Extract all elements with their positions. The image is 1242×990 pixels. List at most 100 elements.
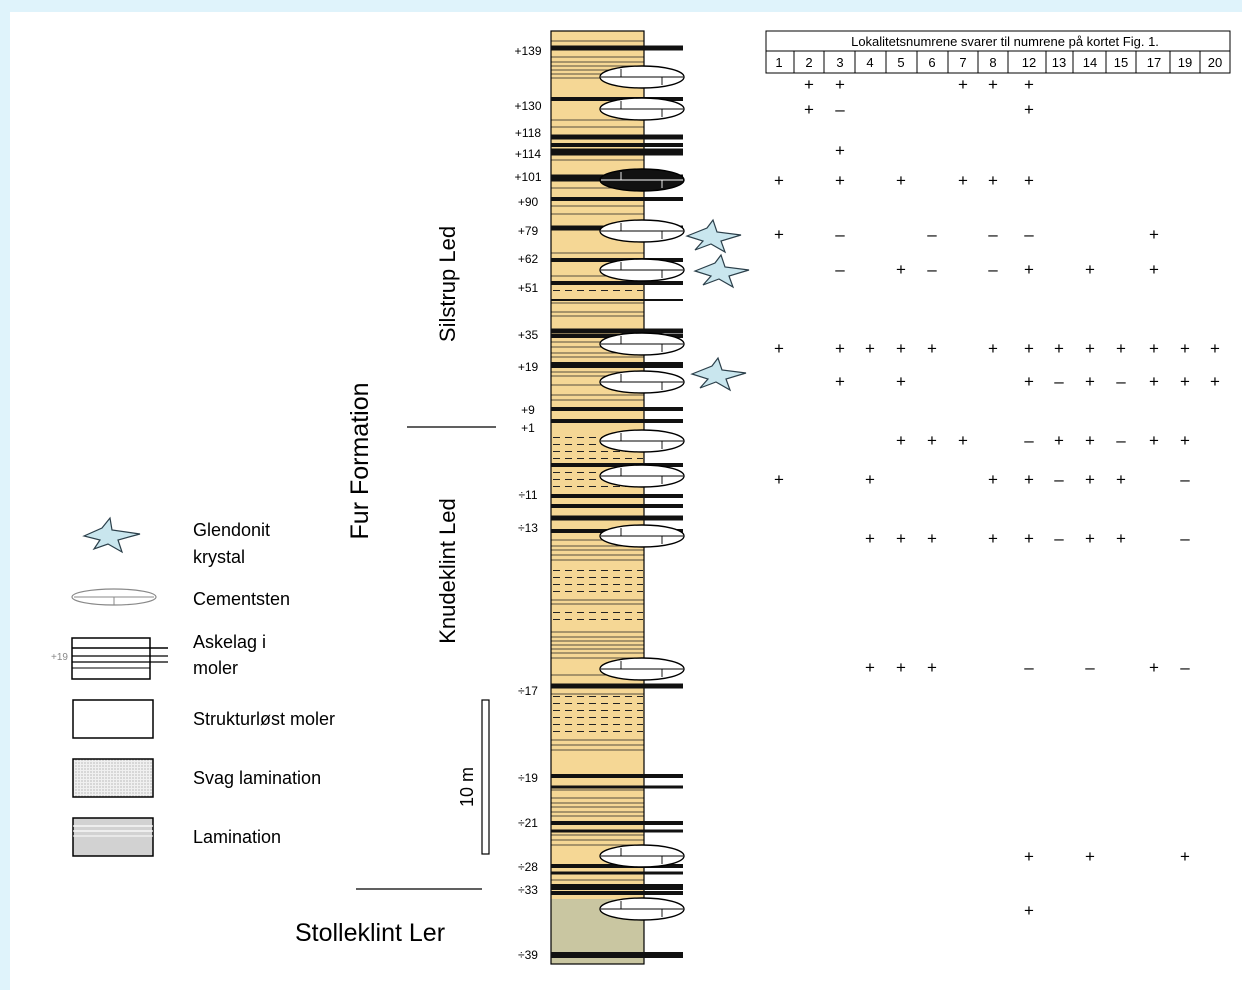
ash-layer-bar	[551, 407, 683, 411]
present-mark: +	[774, 339, 784, 358]
locality-number: 2	[805, 55, 812, 70]
concretion	[599, 897, 685, 921]
ash-layer-bar	[551, 891, 683, 895]
ash-layer-label: +101	[514, 170, 541, 184]
present-mark: +	[958, 431, 968, 450]
legend-lamination-label: Lamination	[193, 827, 281, 847]
present-mark: +	[1054, 339, 1064, 358]
ash-layer-label: ÷13	[518, 521, 538, 535]
ash-layer-bar	[551, 683, 683, 689]
absent-mark: –	[1054, 372, 1064, 391]
present-mark: +	[804, 75, 814, 94]
absent-mark: –	[1024, 431, 1034, 450]
ash-layer-label: +114	[515, 147, 541, 161]
ash-layer-label: +62	[518, 252, 539, 266]
locality-number: 6	[928, 55, 935, 70]
ash-layer-label: +19	[518, 360, 539, 374]
ash-layer-bar	[551, 884, 683, 890]
locality-number: 17	[1147, 55, 1161, 70]
ash-layer-bar	[551, 952, 683, 958]
lamination-swatch	[72, 817, 154, 857]
absent-mark: –	[927, 225, 937, 244]
absent-mark: –	[927, 260, 937, 279]
svag-lamination-swatch	[72, 758, 154, 798]
concretion	[599, 97, 685, 121]
legend-cementsten-label: Cementsten	[193, 589, 290, 609]
ash-layer-bar	[551, 864, 683, 868]
present-mark: +	[1149, 339, 1159, 358]
present-mark: +	[1149, 260, 1159, 279]
absent-mark: –	[1054, 529, 1064, 548]
present-mark: +	[896, 529, 906, 548]
present-mark: +	[1085, 529, 1095, 548]
absent-mark: –	[1054, 470, 1064, 489]
dashed-zone	[552, 567, 643, 594]
ash-layer-bar	[551, 148, 683, 156]
ash-layer-bar	[551, 258, 683, 262]
cementsten-icon	[71, 588, 157, 606]
table-caption: Lokalitetsnumrene svarer til numrene på …	[851, 34, 1159, 49]
absent-mark: –	[1116, 372, 1126, 391]
dashed-zone	[552, 287, 643, 296]
absent-mark: –	[1116, 431, 1126, 450]
present-mark: +	[1149, 225, 1159, 244]
locality-number: 1	[775, 55, 782, 70]
concretion	[599, 657, 685, 681]
absent-mark: –	[988, 260, 998, 279]
present-mark: +	[988, 529, 998, 548]
present-mark: +	[927, 339, 937, 358]
ash-layer-label: ÷39	[518, 948, 538, 962]
present-mark: +	[835, 75, 845, 94]
present-mark: +	[927, 529, 937, 548]
absent-mark: –	[1180, 529, 1190, 548]
present-mark: +	[1116, 470, 1126, 489]
glendonit-crystal-icon	[693, 253, 750, 289]
present-mark: +	[1149, 431, 1159, 450]
present-mark: +	[1024, 470, 1034, 489]
scale-bar: 10 m	[457, 699, 490, 855]
present-mark: +	[1085, 847, 1095, 866]
present-mark: +	[988, 339, 998, 358]
concretion	[599, 524, 685, 548]
ash-layer-bar	[551, 504, 683, 508]
absent-mark: –	[1024, 225, 1034, 244]
ash-layer-bar	[551, 871, 683, 875]
present-mark: +	[1024, 529, 1034, 548]
dashed-zone	[552, 690, 643, 735]
ash-layer-label: ÷11	[518, 488, 537, 502]
ash-layer-label: ÷17	[518, 684, 538, 698]
present-mark: +	[865, 658, 875, 677]
ash-layer-bar	[551, 419, 683, 423]
present-mark: +	[1085, 372, 1095, 391]
present-mark: +	[958, 171, 968, 190]
askelag-tag: +19	[51, 652, 68, 663]
present-mark: +	[988, 75, 998, 94]
concretion	[599, 464, 685, 488]
present-mark: +	[835, 339, 845, 358]
concretion	[599, 258, 685, 282]
present-mark: +	[1149, 372, 1159, 391]
askelag-icon: +19	[51, 637, 168, 680]
ash-layer-bar	[551, 134, 683, 140]
concretion	[599, 65, 685, 89]
ash-layer-label: +9	[521, 403, 535, 417]
present-mark: +	[1180, 847, 1190, 866]
occurrence-marks: + + + + + + – + + + + + + + + + – – – – + – + – – + + + + + + + + + + + + + + +…	[774, 75, 1220, 920]
ash-layer-label: +79	[518, 224, 539, 238]
present-mark: +	[927, 658, 937, 677]
silstrup-led-label: Silstrup Led	[435, 226, 460, 342]
locality-number: 5	[897, 55, 904, 70]
ash-layer-bar	[551, 494, 683, 498]
ash-layer-bar	[551, 821, 683, 825]
concretion	[599, 844, 685, 868]
present-mark: +	[1024, 75, 1034, 94]
present-mark: +	[1085, 339, 1095, 358]
present-mark: +	[1210, 339, 1220, 358]
ash-layer-bar	[551, 281, 683, 285]
dashed-zone	[552, 610, 643, 622]
present-mark: +	[1116, 339, 1126, 358]
present-mark: +	[1149, 658, 1159, 677]
ash-layer-bar	[551, 515, 683, 521]
present-mark: +	[1085, 260, 1095, 279]
scale-bar-label: 10 m	[457, 767, 477, 807]
